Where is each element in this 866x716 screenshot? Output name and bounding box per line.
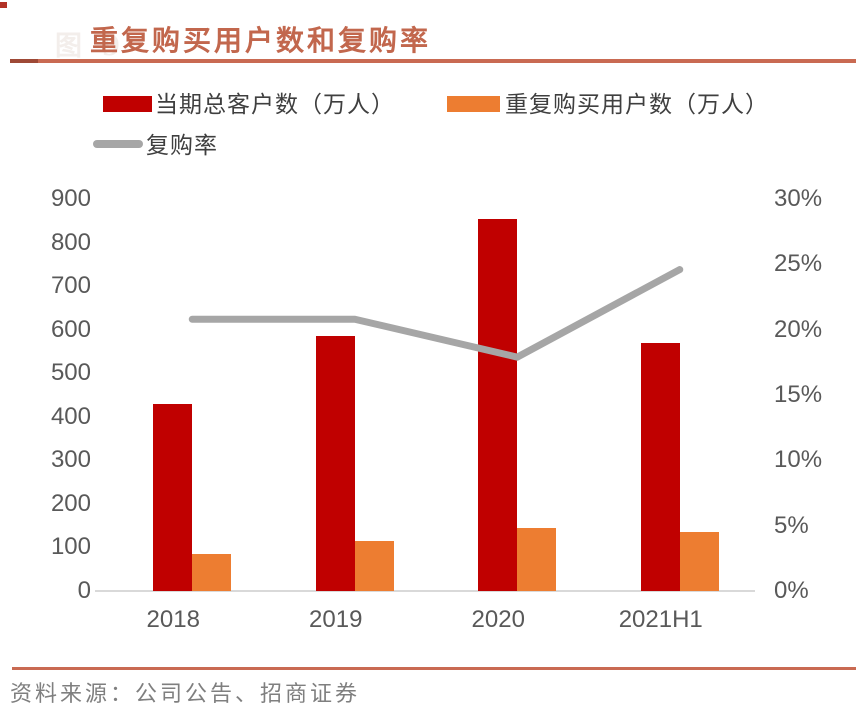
title-underline-accent [10, 59, 38, 63]
y-axis-tick-left: 400 [50, 402, 91, 430]
y-axis-tick-left: 200 [50, 489, 91, 517]
x-axis-line [95, 590, 755, 592]
y-axis-tick-right: 25% [774, 250, 823, 278]
y-axis-tick-left: 300 [50, 446, 91, 474]
bar-repeat-buyers [354, 540, 394, 591]
legend-label-repeat-buyers: 重复购买用户数（万人） [505, 91, 769, 117]
y-axis-tick-left: 600 [50, 315, 91, 343]
y-axis-tick-left: 900 [50, 185, 91, 212]
legend-swatch-repeat-buyers [447, 96, 500, 112]
y-axis-tick-left: 500 [50, 359, 91, 387]
bar-total-customers [153, 403, 193, 591]
footer-divider [12, 667, 856, 670]
legend-swatch-total-customers [103, 96, 152, 112]
y-axis-tick-right: 15% [774, 381, 823, 408]
corner-mark [0, 2, 7, 8]
y-axis-tick-right: 30% [774, 185, 823, 212]
bar-repeat-buyers [517, 527, 557, 591]
page-title: 重复购买用户数和复购率 [90, 24, 432, 57]
y-axis-tick-right: 5% [774, 511, 809, 539]
legend-label-total-customers: 当期总客户数（万人） [155, 91, 395, 117]
title-underline [10, 59, 856, 63]
chart-plot-area: 0 100 200 300 400 500 600 700 800 900 0% 5% 10% 15% 20… [51, 186, 822, 633]
y-axis-tick-left: 0 [77, 577, 91, 604]
y-axis-tick-left: 800 [50, 228, 91, 256]
bar-total-customers [315, 336, 355, 591]
x-axis-label: 2021H1 [618, 606, 703, 633]
bar-repeat-buyers [679, 532, 719, 591]
y-axis-tick-right: 20% [774, 315, 823, 343]
y-axis-tick-left: 100 [50, 533, 91, 561]
figure-number-ghost: 图 9 [55, 31, 126, 62]
x-axis-label: 2020 [471, 606, 525, 633]
y-axis-tick-left: 700 [50, 272, 91, 300]
y-axis-tick-right: 0% [774, 577, 809, 604]
repurchase-rate-line [188, 266, 684, 361]
bar-total-customers [478, 218, 518, 591]
x-axis-label: 2018 [146, 606, 200, 633]
bar-total-customers [640, 342, 680, 591]
bar-repeat-buyers [192, 553, 232, 591]
legend-label-repurchase-rate: 复购率 [146, 132, 218, 158]
y-axis-tick-right: 10% [774, 446, 823, 474]
legend-swatch-repurchase-rate [93, 140, 143, 148]
x-axis-label: 2019 [309, 606, 363, 633]
source-note: 资料来源：公司公告、招商证券 [10, 682, 361, 707]
